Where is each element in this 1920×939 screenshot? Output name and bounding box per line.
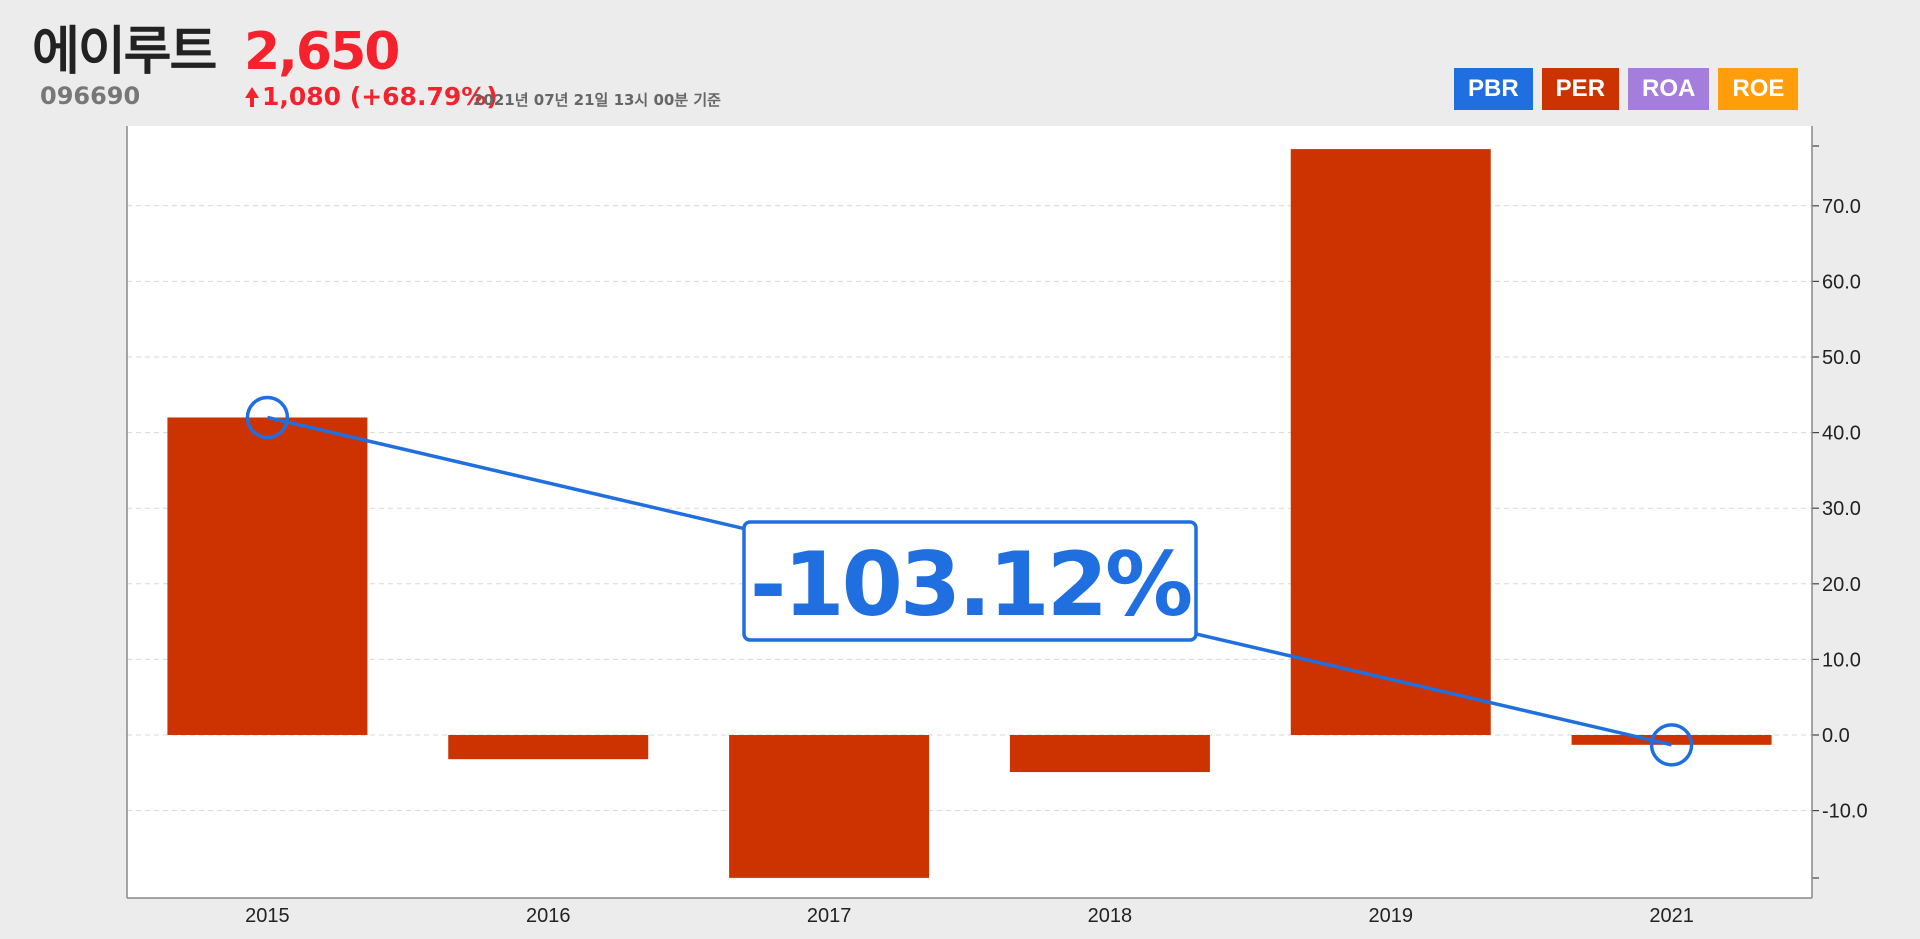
x-tick-label: 2015 [245, 905, 290, 927]
stock-code: 096690 [40, 82, 141, 110]
price-change: 1,080 (+68.79%) [244, 83, 498, 111]
bar-2021 [1571, 735, 1772, 745]
bar-2018 [1009, 735, 1210, 773]
arrow-up-icon [244, 85, 260, 109]
x-tick-label: 2021 [1649, 905, 1694, 927]
tab-pbr[interactable]: PBR [1454, 68, 1533, 110]
y-tick-label: 10.0 [1822, 649, 1861, 671]
trend-end-marker [1649, 723, 1694, 767]
change-label-box [742, 520, 1198, 642]
y-tick-label: -10.0 [1822, 801, 1868, 823]
bar-2017 [729, 735, 930, 878]
x-tick-label: 2017 [807, 905, 852, 927]
bar-2019 [1290, 149, 1491, 736]
y-tick-label: 70.0 [1822, 196, 1861, 218]
tab-per[interactable]: PER [1541, 68, 1620, 110]
bar-2015 [167, 417, 368, 735]
tab-roa[interactable]: ROA [1628, 68, 1710, 110]
y-tick-label: 40.0 [1822, 423, 1861, 445]
change-percent-label: -103.12% [750, 533, 1191, 636]
tab-roe[interactable]: ROE [1718, 68, 1799, 110]
company-name: 에이루트 [32, 22, 217, 82]
current-price: 2,650 [244, 22, 400, 82]
metric-tabs: PBR PER ROA ROE [1454, 68, 1799, 110]
x-tick-label: 2019 [1369, 905, 1414, 927]
price-change-value: 1,080 (+68.79%) [262, 82, 498, 111]
plot-area [127, 126, 1812, 898]
as-of-timestamp: 2021년 07년 21일 13시 00분 기준 [473, 91, 721, 109]
y-tick-label: 50.0 [1822, 347, 1861, 369]
bar-2016 [448, 735, 649, 760]
trend-start-marker [245, 395, 290, 440]
y-tick-label: 30.0 [1822, 498, 1861, 520]
stock-header: 에이루트 2,650 096690 1,080 (+68.79%) 2021년 … [0, 0, 1920, 125]
y-tick-label: 0.0 [1822, 725, 1850, 747]
y-tick-label: 20.0 [1822, 574, 1861, 596]
x-tick-label: 2018 [1088, 905, 1133, 927]
x-tick-label: 2016 [526, 905, 571, 927]
y-tick-label: 60.0 [1822, 271, 1861, 293]
